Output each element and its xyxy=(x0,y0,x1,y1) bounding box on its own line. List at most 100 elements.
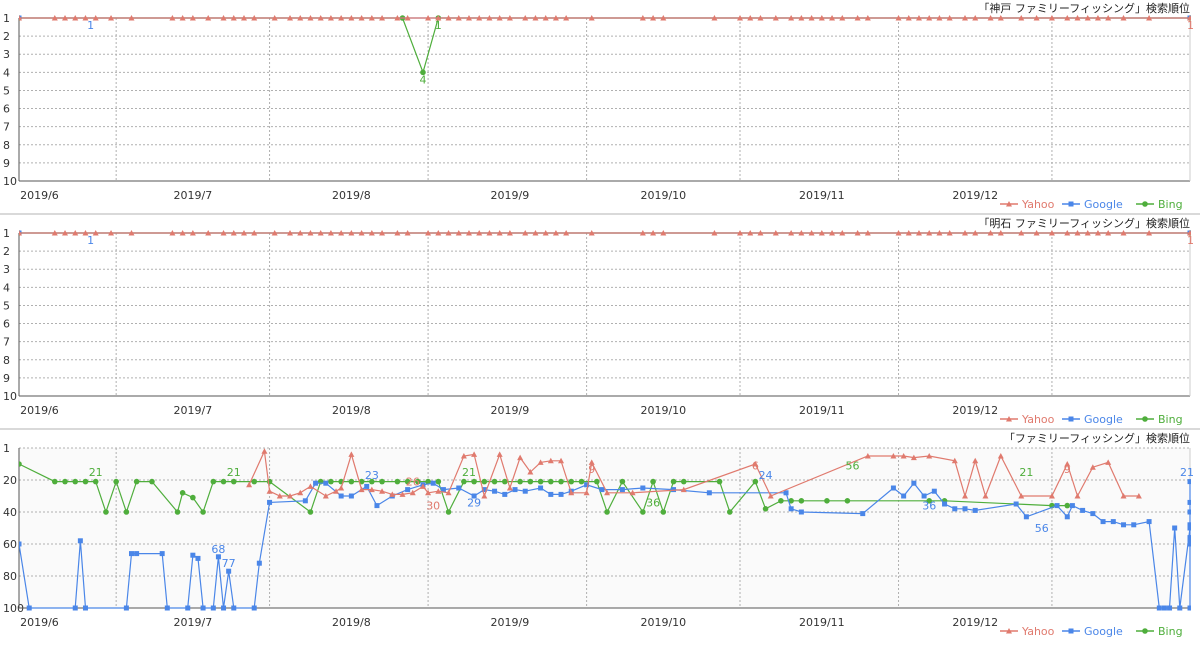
point-yahoo xyxy=(322,493,329,499)
point-bing xyxy=(348,478,355,485)
point-yahoo xyxy=(465,230,472,236)
point-yahoo xyxy=(1018,230,1025,236)
point-google xyxy=(405,487,411,493)
point-bing xyxy=(594,478,600,485)
y-tick-label: 9 xyxy=(3,372,10,385)
x-tick-label: 2019/6 xyxy=(20,404,59,417)
chart-panel-family-fishing: 1 20 40 60 80 100 2019/6 2019/7 2019/8 2019/9 2019… xyxy=(0,430,1200,645)
point-bing xyxy=(844,498,851,504)
point-yahoo xyxy=(394,15,401,21)
point-yahoo xyxy=(205,15,212,21)
point-google xyxy=(1177,605,1183,611)
y-tick-label: 5 xyxy=(3,84,10,97)
point-yahoo xyxy=(926,230,933,236)
point-yahoo xyxy=(496,451,503,457)
point-google xyxy=(134,551,140,557)
point-google xyxy=(82,605,88,611)
y-tick-label: 5 xyxy=(3,299,10,312)
point-yahoo xyxy=(1146,15,1153,21)
point-google xyxy=(921,493,927,499)
data-label: 9 xyxy=(588,463,595,476)
data-label: 6 xyxy=(752,460,759,473)
point-yahoo xyxy=(829,15,836,21)
point-yahoo xyxy=(419,483,426,489)
point-google xyxy=(1121,522,1127,528)
point-yahoo xyxy=(900,453,907,459)
point-google xyxy=(619,487,625,493)
point-google xyxy=(128,551,134,557)
point-bing xyxy=(604,509,610,515)
point-yahoo xyxy=(368,486,375,493)
point-google xyxy=(348,493,354,499)
point-yahoo xyxy=(962,230,969,236)
point-google xyxy=(338,493,344,499)
point-google xyxy=(952,506,958,512)
point-yahoo xyxy=(220,15,227,21)
point-yahoo xyxy=(972,457,979,464)
point-bing xyxy=(660,509,667,515)
series-yahoo xyxy=(246,448,1142,499)
point-yahoo xyxy=(179,15,186,21)
point-google xyxy=(1054,503,1060,509)
x-tick-label: 2019/8 xyxy=(332,616,371,629)
point-yahoo xyxy=(189,15,196,21)
y-tick-label: 3 xyxy=(3,263,10,276)
data-label: 21 xyxy=(1019,466,1033,479)
point-yahoo xyxy=(481,493,488,499)
point-yahoo xyxy=(650,15,657,21)
point-yahoo xyxy=(1084,230,1091,236)
plot-area xyxy=(19,448,1190,608)
series-yahoo xyxy=(19,230,1191,236)
point-yahoo xyxy=(915,15,922,21)
y-tick-label: 7 xyxy=(3,336,10,349)
point-google xyxy=(190,552,196,558)
point-yahoo xyxy=(92,15,99,21)
point-yahoo xyxy=(476,15,483,21)
point-yahoo xyxy=(951,457,958,464)
point-yahoo xyxy=(1120,230,1127,236)
point-yahoo xyxy=(338,15,345,21)
point-yahoo xyxy=(246,481,253,488)
point-yahoo xyxy=(348,15,355,21)
point-yahoo xyxy=(287,493,294,499)
point-google xyxy=(19,541,22,547)
point-google xyxy=(901,493,907,499)
point-google xyxy=(215,554,221,560)
data-label: 21 xyxy=(227,466,241,479)
point-yahoo xyxy=(307,230,314,236)
point-bing xyxy=(527,478,534,485)
legend-marker-yahoo xyxy=(1006,201,1012,207)
point-google xyxy=(502,491,508,497)
point-google xyxy=(185,605,191,611)
point-yahoo xyxy=(839,15,846,21)
point-yahoo xyxy=(251,230,258,236)
point-google xyxy=(1146,519,1152,525)
point-yahoo xyxy=(205,230,212,236)
point-yahoo xyxy=(425,489,432,496)
point-google xyxy=(1110,519,1116,525)
point-yahoo xyxy=(169,15,176,21)
point-yahoo xyxy=(972,230,979,236)
point-bing xyxy=(762,506,769,512)
series-yahoo xyxy=(19,15,1191,21)
point-yahoo xyxy=(650,230,657,236)
point-yahoo xyxy=(946,15,953,21)
point-bing xyxy=(190,494,196,501)
point-yahoo xyxy=(379,488,386,494)
point-bing xyxy=(640,509,646,515)
point-yahoo xyxy=(1074,230,1081,236)
point-yahoo xyxy=(864,230,871,236)
point-google xyxy=(783,490,789,496)
point-google xyxy=(512,487,518,493)
point-yahoo xyxy=(542,15,549,21)
point-google xyxy=(72,605,78,611)
point-yahoo xyxy=(506,485,513,491)
point-bing xyxy=(404,478,411,485)
point-yahoo xyxy=(455,15,462,21)
point-yahoo xyxy=(895,230,902,236)
point-yahoo xyxy=(399,491,406,497)
point-google xyxy=(195,555,201,561)
legend-item-google: Google xyxy=(1062,413,1123,426)
point-yahoo xyxy=(1048,230,1055,236)
legend-item-yahoo: Yahoo xyxy=(1000,198,1055,211)
